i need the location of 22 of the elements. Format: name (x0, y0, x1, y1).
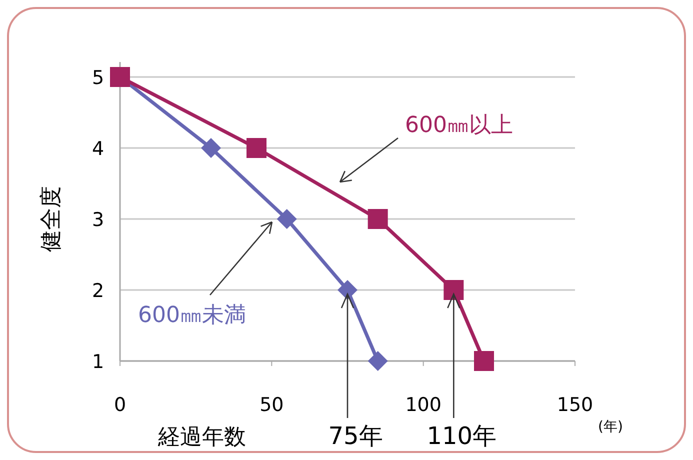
point (444, 280, 464, 300)
x-tick-label: 0 (114, 394, 126, 416)
point (201, 138, 221, 158)
point (246, 138, 266, 158)
point (368, 351, 388, 371)
point (368, 209, 388, 229)
annotation: 110年 (426, 422, 497, 450)
x-tick-label: 50 (260, 394, 284, 416)
y-tick-label: 1 (92, 351, 104, 373)
y-tick-label: 4 (92, 138, 104, 160)
x-tick-label: 100 (405, 394, 442, 416)
y-tick-label: 3 (92, 209, 104, 231)
point (338, 280, 358, 300)
point (474, 351, 494, 371)
y-tick-label: 2 (92, 280, 104, 302)
y-axis-title: 健全度 (39, 186, 64, 252)
x-axis-title: 経過年数 (157, 425, 246, 450)
text: (年) (598, 419, 623, 435)
annotation: 75年 (328, 422, 383, 450)
x-tick-label: 150 (556, 394, 594, 416)
y-tick-label: 5 (92, 67, 104, 89)
point (276, 209, 297, 229)
